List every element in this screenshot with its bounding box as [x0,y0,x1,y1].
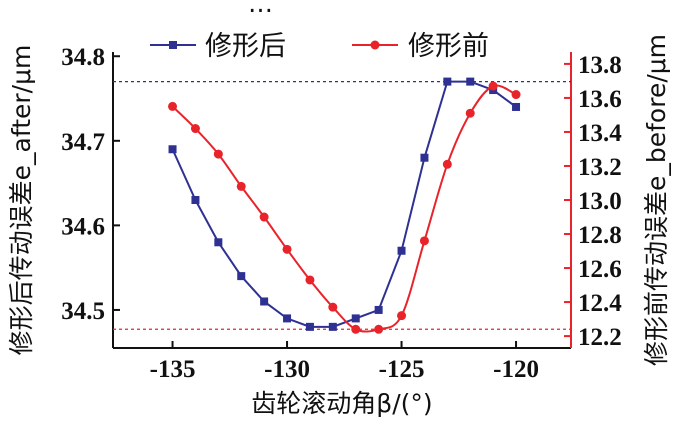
left-y-tick-label: 34.8 [61,44,105,71]
left-y-tick-label: 34.7 [61,129,105,156]
legend: 修形后 修形前 [150,31,489,62]
data-point [465,108,475,118]
data-point [328,322,337,331]
right-y-tick-group: 12.2 12.4 12.6 12.8 13.0 13.2 13.4 13.6 13.8 [564,52,622,351]
x-tick-group: -135 -130 -125 -120 [150,341,539,383]
x-tick-label: -125 [379,356,425,383]
data-point [374,324,384,334]
right-y-tick-label: 13.6 [578,86,622,113]
data-point [282,244,292,254]
right-y-tick-label: 12.4 [578,290,622,317]
right-y-tick-label: 13.2 [578,154,622,181]
legend-label-before: 修形前 [408,31,489,62]
data-point [443,77,452,86]
data-point [351,324,361,334]
data-point [442,159,452,169]
data-point [397,311,407,321]
data-point [374,305,383,314]
data-point [512,102,521,111]
data-point [260,297,269,306]
right-y-tick-label: 13.8 [578,52,622,79]
right-y-tick-label: 13.0 [578,188,622,215]
data-point [168,145,177,154]
data-point [488,81,498,91]
right-y-tick-label: 12.6 [578,256,622,283]
data-point [168,101,178,111]
left-y-tick-label: 34.5 [61,298,105,325]
series-left [168,77,521,331]
reference-line-group [113,80,571,330]
data-point [191,196,200,204]
data-point [190,124,200,134]
legend-label-after: 修形后 [205,31,286,62]
data-point [420,153,429,162]
data-point [328,302,338,312]
legend-marker-before [370,40,380,50]
series-line [171,80,517,328]
x-axis-label: 齿轮滚动角β/(°) [251,389,432,418]
series-group [168,77,521,334]
left-y-tick-group: 34.5 34.6 34.7 34.8 [61,44,120,325]
right-y-tick-label: 12.2 [578,324,622,351]
left-y-tick-label: 34.6 [61,213,105,240]
data-point [397,246,406,255]
data-point [511,90,521,100]
right-y-axis-label: 修形前传动误差e_before/μm [642,34,671,366]
left-y-axis-label: 修形后传动误差e_after/μm [7,45,36,356]
series-line [171,84,517,333]
data-point [236,181,246,191]
data-point [305,322,314,331]
cropped-top-text: … [248,0,273,18]
data-point [466,77,475,86]
x-tick-label: -135 [150,356,196,383]
legend-marker-after [169,41,177,49]
data-point [214,238,223,247]
data-point [283,314,292,323]
data-point [305,275,315,285]
x-tick-label: -120 [493,356,539,383]
right-y-tick-label: 12.8 [578,222,622,249]
right-y-tick-label: 13.4 [578,120,622,147]
data-point [213,149,223,159]
data-point [419,236,429,246]
x-tick-label: -130 [264,356,310,383]
series-right [168,81,521,334]
data-point [237,272,246,281]
data-point [259,212,269,222]
data-point [351,314,360,323]
